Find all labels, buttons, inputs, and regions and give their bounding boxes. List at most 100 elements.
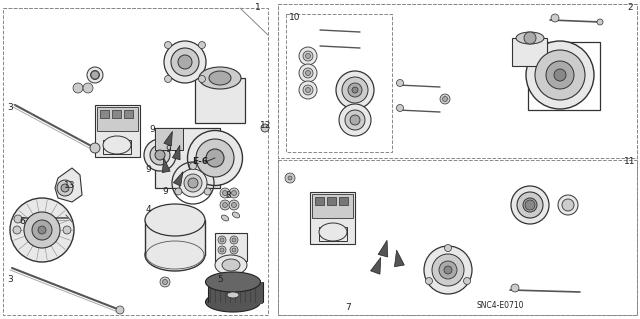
- Circle shape: [218, 236, 226, 244]
- Ellipse shape: [221, 215, 228, 221]
- Circle shape: [38, 226, 46, 234]
- Circle shape: [218, 246, 226, 254]
- Text: 6: 6: [19, 218, 25, 226]
- Circle shape: [299, 47, 317, 65]
- Circle shape: [551, 14, 559, 22]
- Circle shape: [90, 143, 100, 153]
- Polygon shape: [163, 158, 170, 173]
- Ellipse shape: [432, 254, 464, 286]
- Text: 9: 9: [162, 188, 168, 197]
- Ellipse shape: [178, 55, 192, 69]
- Circle shape: [397, 79, 403, 86]
- Text: 13: 13: [64, 181, 76, 189]
- Bar: [339, 197, 348, 205]
- Ellipse shape: [319, 223, 347, 241]
- Text: 9: 9: [165, 145, 171, 154]
- Circle shape: [189, 162, 196, 169]
- Ellipse shape: [145, 204, 205, 236]
- Ellipse shape: [350, 115, 360, 125]
- Ellipse shape: [424, 246, 472, 294]
- Text: 1: 1: [255, 4, 261, 12]
- Circle shape: [230, 246, 238, 254]
- Bar: [195, 78, 245, 123]
- Bar: [310, 192, 355, 244]
- Bar: [97, 107, 138, 131]
- Circle shape: [288, 176, 292, 180]
- Circle shape: [223, 203, 227, 207]
- Ellipse shape: [511, 186, 549, 224]
- Circle shape: [525, 200, 535, 210]
- Circle shape: [305, 54, 310, 58]
- Circle shape: [204, 188, 211, 195]
- Ellipse shape: [87, 67, 103, 83]
- Circle shape: [24, 212, 60, 248]
- Circle shape: [440, 94, 450, 104]
- Ellipse shape: [439, 261, 457, 279]
- Text: 8: 8: [225, 191, 231, 201]
- Ellipse shape: [444, 266, 452, 274]
- Bar: [315, 197, 324, 205]
- Ellipse shape: [232, 212, 240, 218]
- Ellipse shape: [339, 104, 371, 136]
- Text: E-6: E-6: [192, 158, 208, 167]
- Circle shape: [397, 105, 403, 112]
- Circle shape: [220, 238, 224, 242]
- Bar: [145, 220, 205, 255]
- Circle shape: [175, 188, 182, 195]
- Ellipse shape: [345, 110, 365, 130]
- Circle shape: [232, 238, 236, 242]
- Circle shape: [299, 81, 317, 99]
- Circle shape: [230, 236, 238, 244]
- Circle shape: [220, 200, 230, 210]
- Ellipse shape: [535, 50, 585, 100]
- Bar: [155, 128, 183, 150]
- Bar: [528, 42, 600, 110]
- Text: 9: 9: [149, 125, 155, 135]
- Polygon shape: [371, 257, 381, 274]
- Circle shape: [91, 71, 99, 79]
- Circle shape: [229, 188, 239, 198]
- Ellipse shape: [227, 292, 239, 298]
- Circle shape: [198, 41, 205, 48]
- Circle shape: [463, 278, 470, 285]
- Circle shape: [73, 83, 83, 93]
- Ellipse shape: [171, 48, 199, 76]
- Circle shape: [285, 173, 295, 183]
- Circle shape: [426, 278, 433, 285]
- Circle shape: [524, 32, 536, 44]
- Bar: [155, 128, 220, 188]
- Circle shape: [164, 41, 172, 48]
- Circle shape: [597, 19, 603, 25]
- Text: 9: 9: [145, 166, 151, 174]
- Polygon shape: [172, 145, 180, 160]
- Circle shape: [61, 184, 69, 192]
- Bar: [327, 197, 336, 205]
- Circle shape: [303, 85, 313, 95]
- Circle shape: [220, 248, 224, 252]
- Bar: [312, 194, 353, 218]
- Ellipse shape: [205, 272, 260, 292]
- Bar: [124, 110, 133, 118]
- Polygon shape: [55, 168, 82, 202]
- Bar: [215, 233, 247, 261]
- Circle shape: [160, 277, 170, 287]
- Circle shape: [232, 203, 237, 207]
- Ellipse shape: [179, 169, 207, 197]
- Circle shape: [442, 97, 447, 101]
- Circle shape: [229, 200, 239, 210]
- Bar: [103, 140, 131, 154]
- Ellipse shape: [523, 198, 537, 212]
- Circle shape: [261, 124, 269, 132]
- Ellipse shape: [516, 32, 544, 44]
- Bar: [112, 110, 121, 118]
- Circle shape: [13, 226, 21, 234]
- Ellipse shape: [205, 292, 260, 312]
- Ellipse shape: [517, 192, 543, 218]
- Ellipse shape: [199, 67, 241, 89]
- Ellipse shape: [554, 69, 566, 81]
- Text: 4: 4: [145, 205, 151, 214]
- Circle shape: [303, 51, 313, 61]
- Bar: [95, 105, 140, 157]
- Bar: [319, 227, 347, 241]
- Circle shape: [10, 198, 74, 262]
